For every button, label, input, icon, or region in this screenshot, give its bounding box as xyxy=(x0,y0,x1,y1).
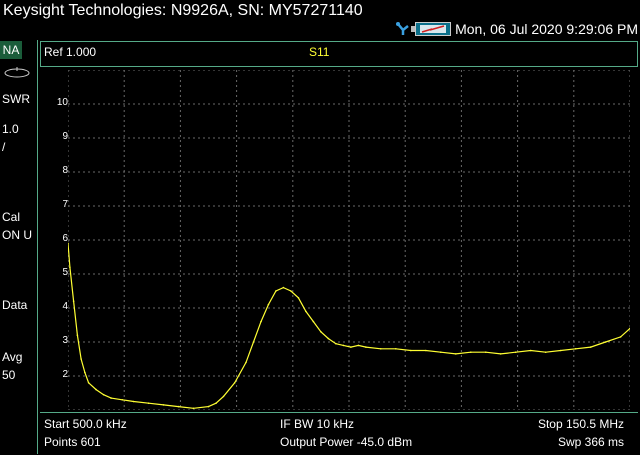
format-label[interactable]: SWR xyxy=(2,92,30,106)
data-label[interactable]: Data xyxy=(2,298,28,312)
trace-point xyxy=(499,353,502,355)
trace-point xyxy=(350,346,352,348)
trace-point xyxy=(290,290,292,292)
trace-point xyxy=(514,351,517,354)
trace-point xyxy=(80,358,82,360)
trace-point xyxy=(84,371,86,374)
trace-point xyxy=(192,407,195,410)
y-tick-label: 10 xyxy=(56,97,68,108)
trace-point xyxy=(132,400,135,403)
left-softkey-bar: NA SWR 1.0 / Cal ON U Data Avg 50 xyxy=(0,40,38,454)
trace-point xyxy=(629,327,630,330)
trace-point xyxy=(455,353,457,355)
footer-bar: Start 500.0 kHz Points 601 IF BW 10 kHz … xyxy=(40,412,638,455)
trace-point xyxy=(245,361,247,364)
instrument-title: Keysight Technologies: N9926A, SN: MY572… xyxy=(3,2,363,19)
output-power[interactable]: Output Power -45.0 dBm xyxy=(280,435,413,449)
trace-point xyxy=(121,399,124,401)
date-time: Mon, 06 Jul 2020 9:29:06 PM xyxy=(455,21,638,37)
trace-point xyxy=(327,337,330,340)
trace-point xyxy=(69,266,71,268)
y-tick-label: 3 xyxy=(62,335,68,346)
trace-point xyxy=(275,290,277,292)
trace-point xyxy=(312,320,315,323)
antenna-icon xyxy=(4,67,30,78)
start-frequency[interactable]: Start 500.0 kHz xyxy=(44,417,127,431)
trace-point xyxy=(72,300,75,302)
status-area: Mon, 06 Jul 2020 9:29:06 PM xyxy=(395,20,638,38)
trace-point xyxy=(305,310,307,313)
trace-point xyxy=(282,286,285,289)
stop-frequency[interactable]: Stop 150.5 MHz xyxy=(537,417,624,431)
trace-point xyxy=(365,346,367,348)
trace-name[interactable]: S11 xyxy=(309,45,330,59)
scale-value[interactable]: 1.0 xyxy=(2,122,19,136)
trace-point xyxy=(470,351,472,354)
trace-point xyxy=(559,349,562,352)
trace-point xyxy=(162,404,165,406)
trace-point xyxy=(110,397,112,399)
y-tick-label: 8 xyxy=(62,165,68,176)
plot-header: Ref 1.000 S11 xyxy=(40,41,638,67)
trace-point xyxy=(574,348,577,350)
trace-point xyxy=(260,320,262,323)
smith-swr-plot[interactable] xyxy=(68,70,630,410)
usb-icon xyxy=(396,22,409,35)
trace-point xyxy=(215,402,217,405)
trace-point xyxy=(87,382,90,384)
trace-point xyxy=(335,342,337,345)
y-tick-label: 2 xyxy=(62,369,68,380)
trace-point xyxy=(380,348,382,350)
title-bar: Keysight Technologies: N9926A, SN: MY572… xyxy=(0,0,640,40)
trace-point xyxy=(95,388,97,391)
trace-point xyxy=(297,297,300,299)
trace-point xyxy=(604,341,607,343)
y-tick-label: 4 xyxy=(62,301,68,312)
trace-point xyxy=(233,382,236,384)
y-tick-label: 9 xyxy=(62,131,68,142)
trace-point xyxy=(589,346,592,348)
trace-point xyxy=(440,351,442,354)
trace-point xyxy=(357,344,360,347)
y-tick-label: 5 xyxy=(62,267,68,278)
trace-point xyxy=(395,348,397,350)
cal-status: ON U xyxy=(2,228,32,242)
trace-point xyxy=(102,393,105,396)
trace-point xyxy=(425,349,427,352)
trace-point xyxy=(76,334,79,337)
trace-point xyxy=(68,242,69,245)
trace-point xyxy=(267,303,270,306)
reference-level[interactable]: Ref 1.000 xyxy=(44,45,97,59)
trace-point xyxy=(485,351,487,354)
sweep-time[interactable]: Swp 366 ms xyxy=(557,435,624,449)
trace-point xyxy=(207,405,210,408)
y-tick-label: 7 xyxy=(62,199,68,210)
avg-label[interactable]: Avg xyxy=(2,350,23,364)
if-bandwidth[interactable]: IF BW 10 kHz xyxy=(280,417,355,431)
trace-point xyxy=(252,341,255,343)
trace-point xyxy=(222,395,225,398)
trace-point xyxy=(147,402,150,405)
mode-badge[interactable]: NA xyxy=(0,41,22,59)
trace-point xyxy=(177,405,180,408)
scale-unit: / xyxy=(2,140,6,154)
trace-point xyxy=(544,351,547,354)
points-count[interactable]: Points 601 xyxy=(44,435,101,449)
trace-point xyxy=(320,331,322,333)
trace-point xyxy=(619,336,622,338)
trace-point xyxy=(410,349,412,352)
avg-value: 50 xyxy=(2,368,16,382)
cal-label[interactable]: Cal xyxy=(2,210,21,224)
battery-icon xyxy=(411,22,452,36)
trace-point xyxy=(529,349,532,352)
y-tick-label: 6 xyxy=(62,233,68,244)
trace-point xyxy=(342,344,345,347)
